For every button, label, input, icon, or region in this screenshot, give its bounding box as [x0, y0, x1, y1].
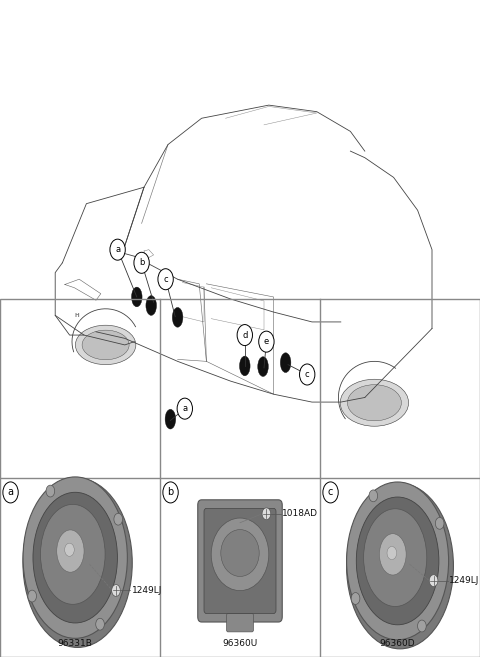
Circle shape	[237, 325, 252, 346]
Circle shape	[429, 575, 438, 587]
Circle shape	[65, 543, 74, 556]
Ellipse shape	[364, 509, 427, 606]
Ellipse shape	[435, 518, 444, 530]
Ellipse shape	[221, 530, 259, 576]
Ellipse shape	[356, 497, 439, 625]
Ellipse shape	[211, 518, 269, 591]
Text: H: H	[74, 313, 79, 318]
Text: 1018AD: 1018AD	[282, 509, 318, 518]
Circle shape	[262, 508, 271, 520]
Ellipse shape	[165, 409, 176, 429]
Ellipse shape	[340, 379, 408, 426]
Ellipse shape	[347, 482, 449, 640]
Ellipse shape	[380, 533, 406, 575]
Circle shape	[323, 482, 338, 503]
FancyBboxPatch shape	[227, 614, 253, 632]
Ellipse shape	[33, 492, 118, 623]
Circle shape	[387, 547, 396, 560]
Ellipse shape	[369, 490, 378, 502]
Circle shape	[300, 364, 315, 385]
Text: d: d	[242, 330, 248, 340]
Circle shape	[158, 269, 173, 290]
Ellipse shape	[351, 593, 360, 604]
Circle shape	[110, 239, 125, 260]
Ellipse shape	[23, 478, 132, 647]
Text: 96360U: 96360U	[222, 639, 258, 648]
Ellipse shape	[75, 325, 136, 365]
Ellipse shape	[280, 353, 291, 373]
Text: a: a	[182, 404, 187, 413]
Ellipse shape	[82, 330, 129, 360]
Text: e: e	[264, 337, 269, 346]
Text: c: c	[328, 487, 333, 497]
Text: b: b	[168, 487, 174, 497]
Ellipse shape	[96, 618, 104, 630]
Text: 96360D: 96360D	[380, 639, 415, 648]
Ellipse shape	[132, 287, 142, 307]
Circle shape	[112, 585, 120, 597]
Ellipse shape	[258, 357, 268, 376]
Bar	[0, 299, 480, 657]
Text: 1249LJ: 1249LJ	[449, 576, 480, 585]
Ellipse shape	[23, 477, 127, 639]
Text: c: c	[163, 275, 168, 284]
FancyBboxPatch shape	[198, 500, 282, 622]
Ellipse shape	[348, 385, 401, 421]
Ellipse shape	[146, 296, 156, 315]
Ellipse shape	[57, 530, 84, 572]
Circle shape	[134, 252, 149, 273]
Text: 96331B: 96331B	[58, 639, 93, 648]
Ellipse shape	[172, 307, 183, 327]
Ellipse shape	[40, 505, 105, 604]
Ellipse shape	[418, 620, 426, 632]
Circle shape	[259, 331, 274, 352]
Ellipse shape	[114, 513, 122, 525]
FancyBboxPatch shape	[204, 509, 276, 614]
Ellipse shape	[347, 484, 454, 649]
Text: c: c	[305, 370, 310, 379]
Text: a: a	[115, 245, 120, 254]
Text: b: b	[139, 258, 144, 267]
Text: a: a	[8, 487, 13, 497]
Ellipse shape	[28, 590, 36, 602]
Text: 1249LJ: 1249LJ	[132, 586, 162, 595]
Ellipse shape	[240, 356, 250, 376]
Circle shape	[177, 398, 192, 419]
Circle shape	[163, 482, 178, 503]
Ellipse shape	[46, 485, 55, 497]
Circle shape	[3, 482, 18, 503]
